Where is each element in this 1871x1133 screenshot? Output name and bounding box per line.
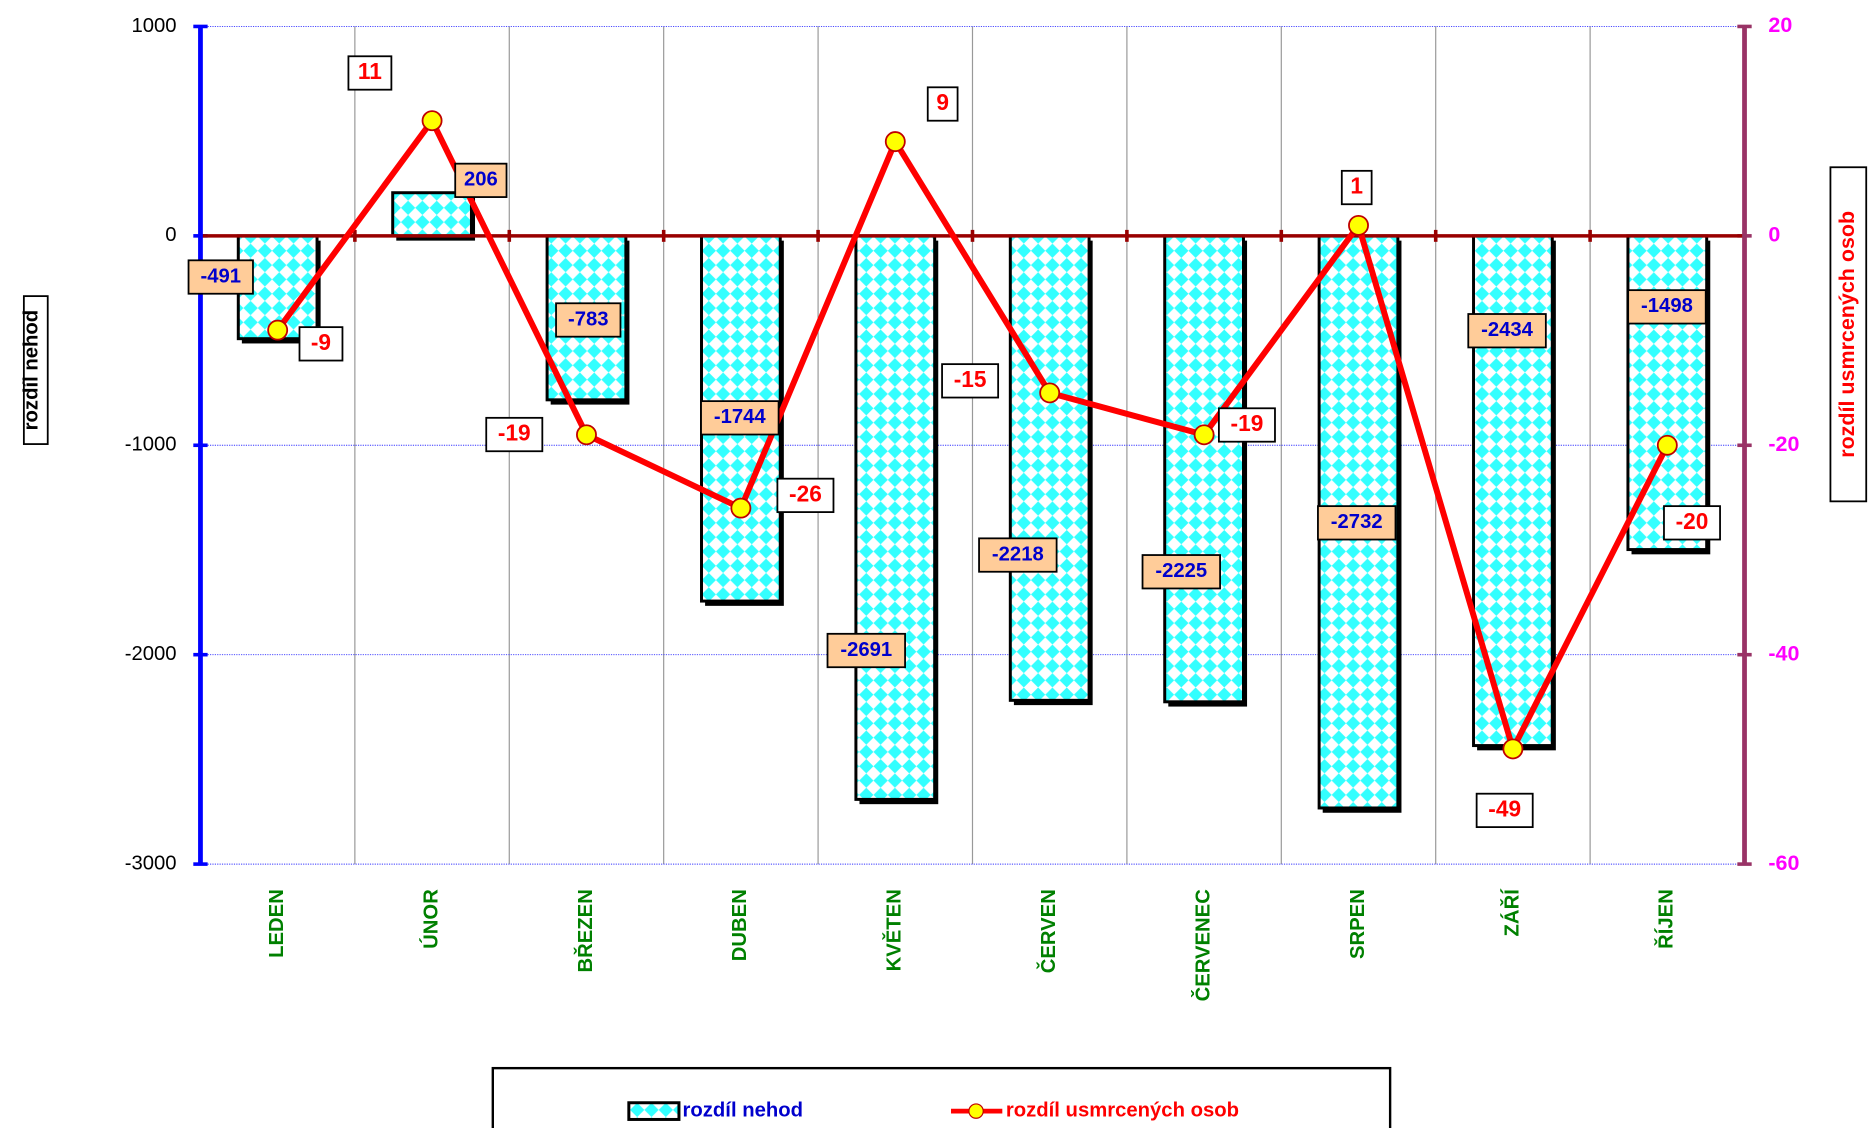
y-axis-title: rozdíl nehod xyxy=(21,310,43,430)
x-tick-label: ČERVENEC xyxy=(1190,889,1214,1002)
y-title-box xyxy=(22,295,49,445)
label-box xyxy=(941,363,1000,399)
y-tick-label: 0 xyxy=(165,224,176,246)
label-box xyxy=(926,86,959,122)
legend-bar-swatch xyxy=(627,1101,681,1121)
x-tick-label: KVĚTEN xyxy=(882,889,906,971)
y2-title-box xyxy=(1829,166,1868,503)
marker xyxy=(1348,214,1369,236)
label-box xyxy=(485,416,544,453)
y2-axis-title: rozdíl usmrcených osob xyxy=(1835,211,1859,458)
line-value-label: -19 xyxy=(1231,410,1264,436)
label-box xyxy=(1317,505,1397,541)
marker xyxy=(884,131,906,153)
label-box xyxy=(1217,407,1276,443)
bar xyxy=(1472,234,1554,748)
bar xyxy=(1163,234,1245,704)
line-value-label: -26 xyxy=(789,480,822,506)
bar xyxy=(391,191,473,238)
legend-label: rozdíl usmrcených osob xyxy=(1006,1099,1239,1121)
bar xyxy=(854,234,937,801)
label-box xyxy=(826,632,906,669)
label-box xyxy=(776,477,835,513)
bar-value-label: 206 xyxy=(464,169,498,191)
x-tick-label: ČERVEN xyxy=(1036,889,1060,973)
legend-label: rozdíl nehod xyxy=(683,1099,803,1121)
label-box xyxy=(187,259,254,295)
label-box xyxy=(1663,505,1721,541)
label-box xyxy=(1141,554,1221,590)
y-tick-label: -1000 xyxy=(125,434,177,456)
bar-value-label: -2691 xyxy=(840,639,892,661)
y-tick-label: 1000 xyxy=(132,15,177,37)
y2-tick-label: -40 xyxy=(1768,641,1799,665)
label-box xyxy=(555,302,622,338)
y2-tick-label: 0 xyxy=(1768,223,1780,247)
y-tick-label: -2000 xyxy=(125,643,177,665)
bar-value-label: -2225 xyxy=(1155,560,1207,582)
marker xyxy=(1656,434,1678,456)
line-value-label: 9 xyxy=(936,89,949,115)
marker xyxy=(1193,424,1215,446)
marker xyxy=(1502,738,1524,760)
x-tick-label: ÚNOR xyxy=(418,889,442,949)
x-tick-label: LEDEN xyxy=(266,889,288,958)
marker xyxy=(1039,382,1061,404)
line-value-label: -9 xyxy=(311,329,331,355)
bar-value-label: -2732 xyxy=(1331,511,1383,533)
label-box xyxy=(700,400,780,436)
x-tick-label: DUBEN xyxy=(729,889,751,961)
y2-tick-label: 20 xyxy=(1768,13,1792,37)
line-value-label: -15 xyxy=(954,366,987,392)
label-box xyxy=(978,537,1058,573)
x-tick-label: BŘEZEN xyxy=(573,889,597,972)
line-value-label: 11 xyxy=(358,58,382,84)
label-box xyxy=(1627,289,1707,325)
y-tick-label: -3000 xyxy=(125,852,177,874)
bar-value-label: -783 xyxy=(568,308,609,330)
legend-marker xyxy=(968,1103,984,1119)
x-tick-label: SRPEN xyxy=(1347,889,1369,959)
y2-tick-label: -60 xyxy=(1768,851,1799,875)
x-tick-label: ZÁŘÍ xyxy=(1499,888,1523,937)
line-value-label: -20 xyxy=(1676,508,1709,534)
label-box xyxy=(298,326,344,362)
label-box xyxy=(347,55,393,91)
label-box xyxy=(1340,169,1373,206)
x-tick-label: ŘÍJEN xyxy=(1654,889,1678,949)
bar-value-label: -1744 xyxy=(714,406,767,428)
bar xyxy=(1008,234,1091,702)
line-value-label: -49 xyxy=(1488,795,1521,821)
label-box xyxy=(454,162,508,198)
marker xyxy=(730,497,752,519)
bar-value-label: -2218 xyxy=(992,543,1044,565)
marker xyxy=(267,319,289,341)
marker xyxy=(576,424,597,446)
bar-value-label: -1498 xyxy=(1641,295,1693,317)
bar-value-label: -491 xyxy=(200,265,241,287)
line-value-label: 1 xyxy=(1350,173,1363,199)
y2-tick-label: -20 xyxy=(1768,432,1799,456)
marker xyxy=(421,110,443,132)
label-box xyxy=(1467,313,1547,349)
bar-value-label: -2434 xyxy=(1481,319,1534,341)
line-value-label: -19 xyxy=(498,420,531,446)
label-box xyxy=(1475,792,1534,829)
line xyxy=(275,117,1670,752)
